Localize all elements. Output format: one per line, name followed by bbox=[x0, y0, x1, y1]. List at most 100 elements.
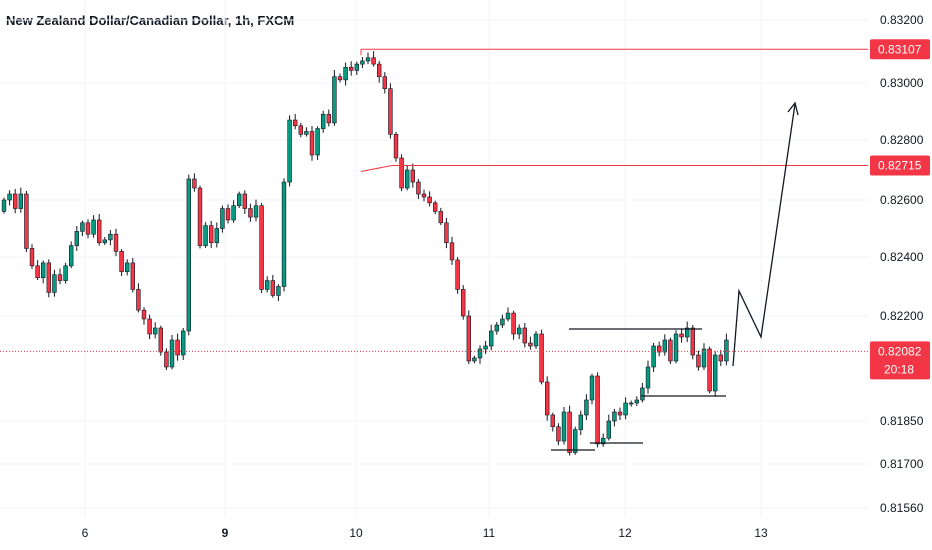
candle-body bbox=[712, 354, 718, 392]
candle bbox=[550, 412, 556, 432]
price-tag-label: 0.83107 bbox=[878, 42, 922, 56]
candle bbox=[505, 307, 511, 322]
candle-body bbox=[292, 119, 298, 127]
candle-body bbox=[337, 76, 343, 81]
candle-body bbox=[382, 76, 387, 89]
candle-body bbox=[203, 225, 208, 246]
time-tick-label: 10 bbox=[349, 526, 363, 540]
candle-body bbox=[74, 231, 80, 246]
candle bbox=[169, 334, 175, 370]
candle bbox=[522, 322, 528, 348]
candle bbox=[337, 73, 343, 83]
candle bbox=[584, 394, 589, 421]
candle bbox=[438, 207, 443, 226]
candle bbox=[572, 426, 578, 455]
candle-body bbox=[40, 262, 46, 278]
candle-body bbox=[91, 219, 96, 235]
candle bbox=[209, 220, 214, 249]
candle-body bbox=[175, 339, 180, 356]
candle-body bbox=[589, 375, 595, 401]
candle-body bbox=[668, 339, 673, 362]
candle bbox=[136, 283, 141, 313]
candle-body bbox=[500, 318, 505, 326]
candle bbox=[449, 236, 455, 265]
candle bbox=[57, 268, 63, 285]
candle bbox=[516, 324, 522, 340]
candle-body bbox=[522, 327, 528, 344]
candle bbox=[556, 423, 561, 446]
candle-body bbox=[214, 228, 219, 244]
candle bbox=[80, 220, 85, 237]
candle bbox=[455, 256, 460, 294]
candle-body bbox=[427, 196, 432, 204]
candle bbox=[175, 333, 180, 361]
candle bbox=[231, 200, 236, 223]
candle-body bbox=[169, 339, 175, 368]
candle-body bbox=[595, 375, 600, 445]
candle bbox=[365, 52, 371, 65]
candle bbox=[393, 132, 399, 162]
candle bbox=[40, 260, 46, 284]
candle bbox=[276, 284, 281, 301]
candle-body bbox=[141, 309, 147, 320]
candle bbox=[197, 185, 203, 249]
candle-body bbox=[416, 181, 421, 195]
candle-body bbox=[24, 193, 29, 249]
candle bbox=[253, 199, 259, 222]
candle-body bbox=[354, 63, 359, 71]
candle-body bbox=[376, 63, 382, 77]
candle-body bbox=[371, 57, 376, 65]
candle bbox=[153, 322, 158, 339]
candle-body bbox=[108, 233, 113, 241]
candle bbox=[494, 321, 499, 335]
candle-body bbox=[623, 402, 628, 416]
candle bbox=[382, 72, 387, 94]
candle-body bbox=[80, 222, 85, 232]
candle-body bbox=[684, 327, 690, 338]
candle-body bbox=[511, 312, 516, 335]
current-price-tag bbox=[870, 341, 930, 380]
candle-body bbox=[125, 262, 130, 273]
candle-body bbox=[113, 233, 119, 252]
candle-body bbox=[539, 333, 544, 383]
candle-body bbox=[656, 345, 662, 353]
price-tick-label: 0.82600 bbox=[880, 193, 924, 207]
candle-body bbox=[63, 265, 68, 281]
candle-body bbox=[242, 193, 247, 209]
candle-body bbox=[617, 411, 623, 416]
candle bbox=[612, 408, 617, 427]
drawings[interactable] bbox=[0, 48, 868, 451]
candle-body bbox=[13, 193, 18, 209]
candle-body bbox=[561, 411, 567, 442]
candle bbox=[606, 414, 612, 441]
candle-body bbox=[326, 114, 331, 124]
candle bbox=[399, 154, 404, 192]
candle-body bbox=[231, 205, 236, 221]
candle-body bbox=[505, 312, 511, 320]
candle-body bbox=[460, 289, 466, 317]
candle-body bbox=[449, 242, 455, 261]
candle-body bbox=[225, 208, 231, 221]
candle bbox=[97, 213, 102, 246]
candle bbox=[371, 51, 376, 67]
candle bbox=[410, 163, 415, 188]
candle-body bbox=[237, 193, 242, 206]
countdown-label: 20:18 bbox=[884, 362, 914, 376]
candle bbox=[29, 244, 35, 269]
candle-body bbox=[281, 181, 287, 287]
candle bbox=[561, 406, 567, 445]
candle bbox=[181, 327, 186, 361]
candle bbox=[690, 324, 696, 360]
time-tick-label: 9 bbox=[222, 526, 229, 540]
candle-body bbox=[365, 57, 371, 62]
candle bbox=[237, 191, 242, 208]
candle bbox=[544, 376, 550, 421]
candle bbox=[533, 330, 539, 350]
candle-body bbox=[46, 262, 52, 293]
candle-body bbox=[264, 280, 270, 290]
candle bbox=[718, 349, 724, 367]
candle bbox=[220, 205, 225, 233]
candle-body bbox=[572, 429, 578, 453]
candle bbox=[281, 178, 287, 292]
